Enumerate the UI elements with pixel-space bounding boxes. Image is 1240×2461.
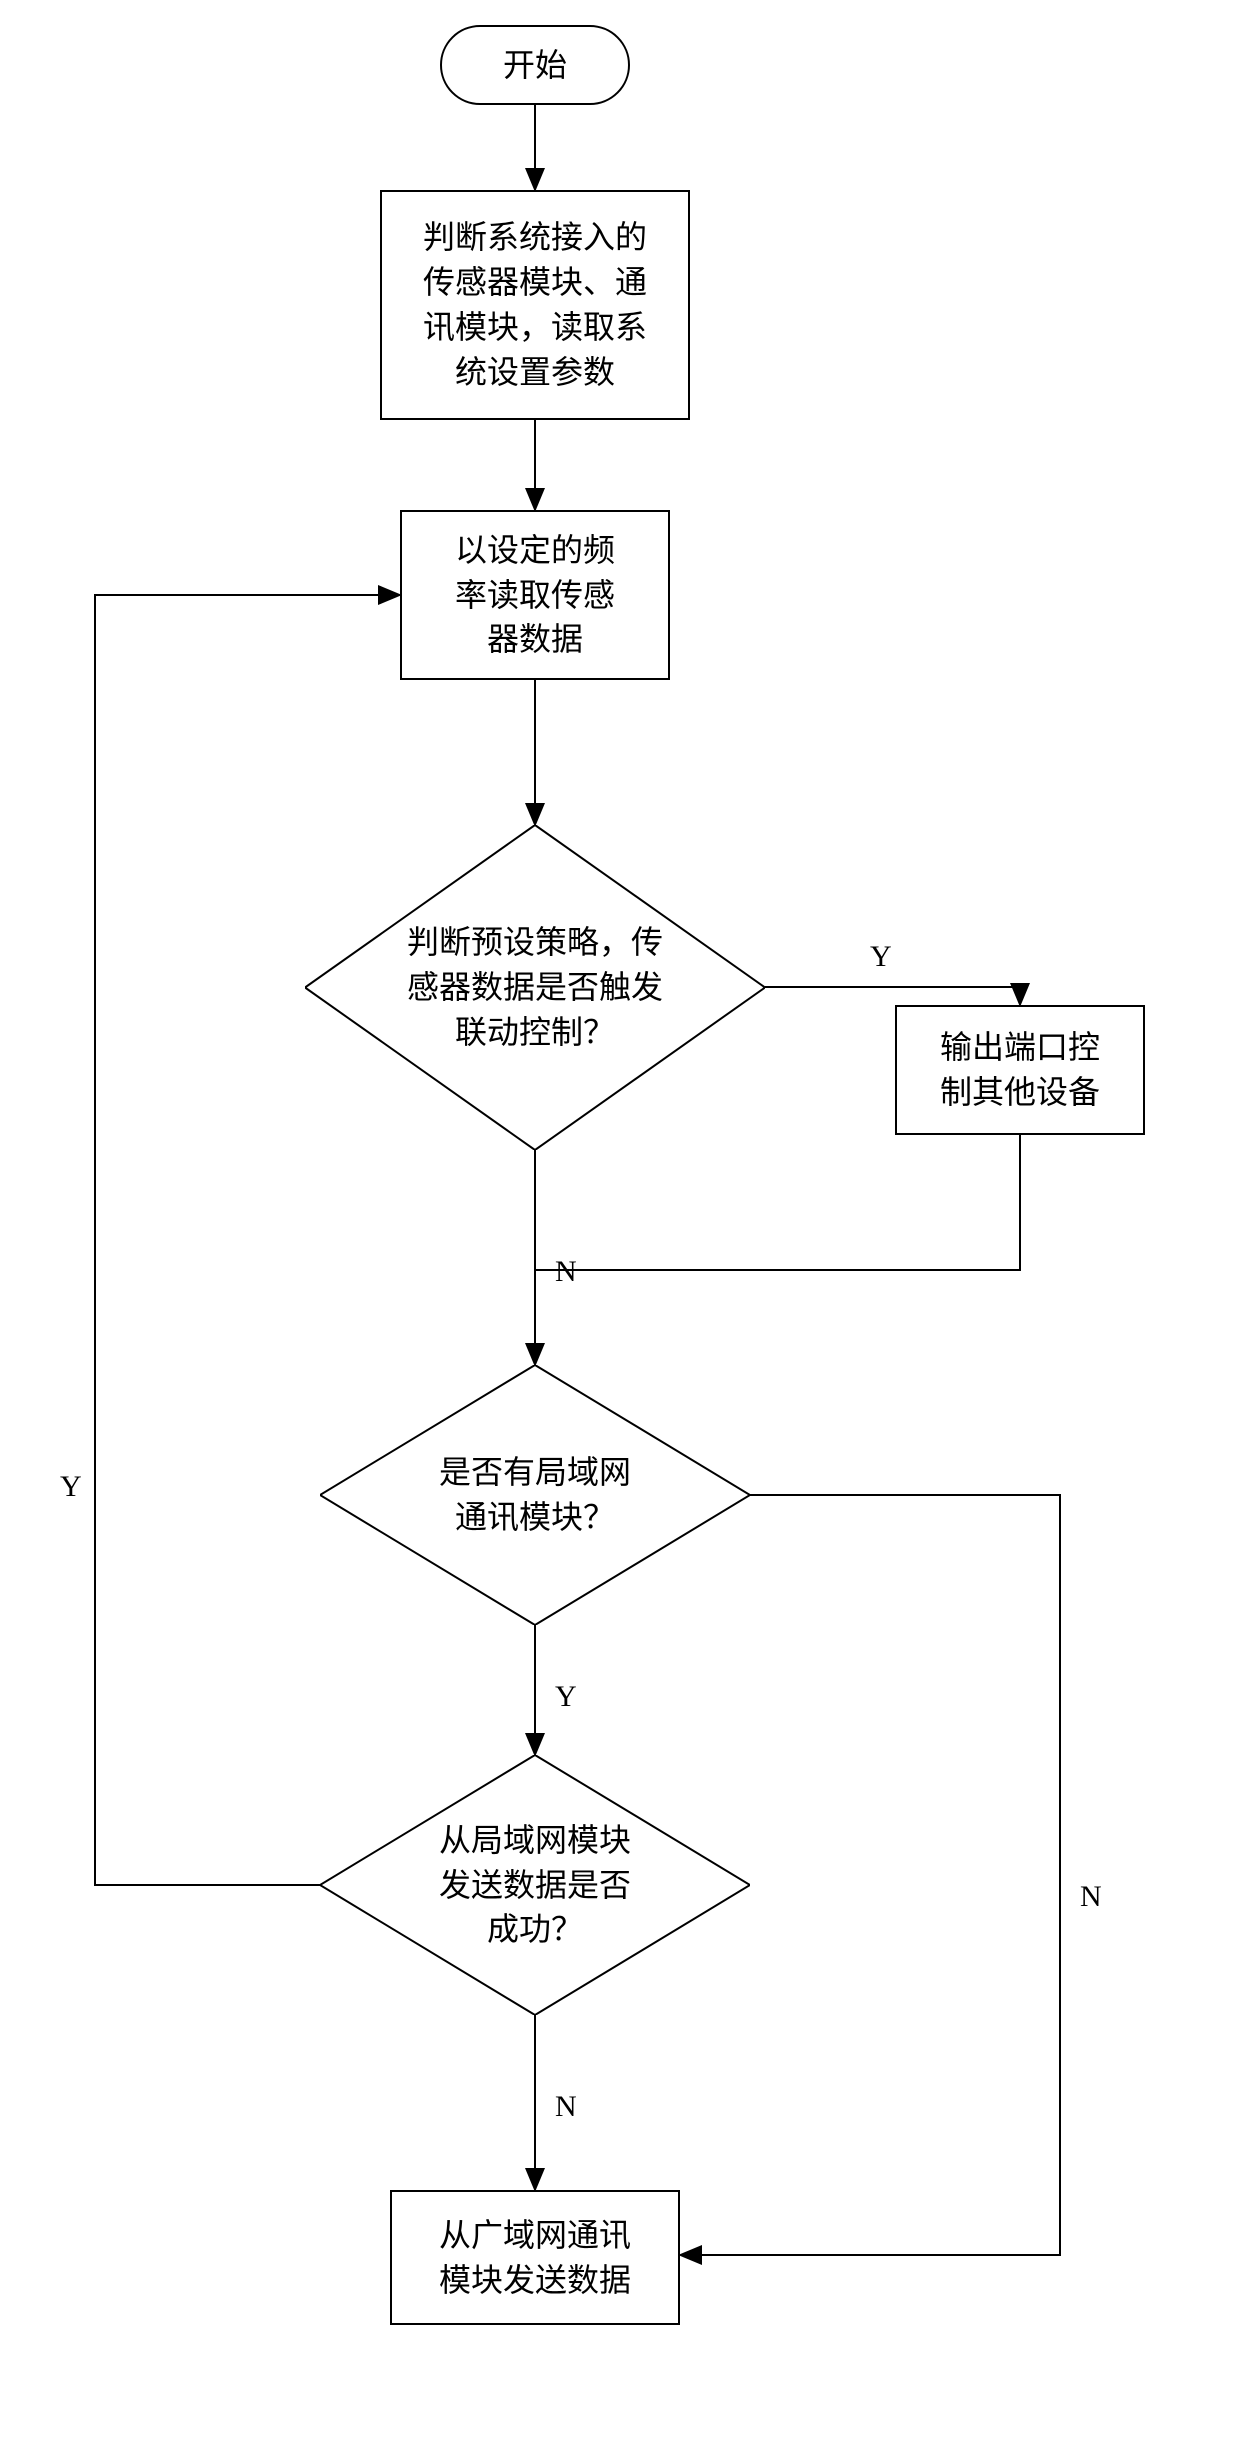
read-sensor-node: 以设定的频率读取传感器数据 xyxy=(400,510,670,680)
flowchart-container: 开始 判断系统接入的传感器模块、通讯模块，读取系统设置参数 以设定的频率读取传感… xyxy=(0,0,1240,2461)
read-sensor-label: 以设定的频率读取传感器数据 xyxy=(447,520,623,670)
decision-trigger-label: 判断预设策略，传感器数据是否触发联动控制？ xyxy=(407,920,663,1054)
decision-lan-success-node: 从局域网模块发送数据是否成功？ xyxy=(320,1755,750,2015)
edge-label-n3: N xyxy=(555,2090,577,2124)
init-node: 判断系统接入的传感器模块、通讯模块，读取系统设置参数 xyxy=(380,190,690,420)
edge-label-y1: Y xyxy=(870,940,892,974)
start-label: 开始 xyxy=(495,35,575,96)
wan-send-node: 从广域网通讯模块发送数据 xyxy=(390,2190,680,2325)
decision-lan-label: 是否有局域网通讯模块？ xyxy=(439,1450,631,1540)
decision-lan-node: 是否有局域网通讯模块？ xyxy=(320,1365,750,1625)
wan-send-label: 从广域网通讯模块发送数据 xyxy=(431,2205,639,2311)
decision-lan-success-label: 从局域网模块发送数据是否成功？ xyxy=(439,1818,631,1952)
output-port-label: 输出端口控制其他设备 xyxy=(932,1017,1108,1123)
start-node: 开始 xyxy=(440,25,630,105)
decision-trigger-node: 判断预设策略，传感器数据是否触发联动控制？ xyxy=(305,825,765,1150)
edge-label-y3: Y xyxy=(60,1470,82,1504)
init-label: 判断系统接入的传感器模块、通讯模块，读取系统设置参数 xyxy=(415,207,655,402)
edge-label-y2: Y xyxy=(555,1680,577,1714)
output-port-node: 输出端口控制其他设备 xyxy=(895,1005,1145,1135)
edge-label-n2: N xyxy=(1080,1880,1102,1914)
edge-label-n1: N xyxy=(555,1255,577,1289)
